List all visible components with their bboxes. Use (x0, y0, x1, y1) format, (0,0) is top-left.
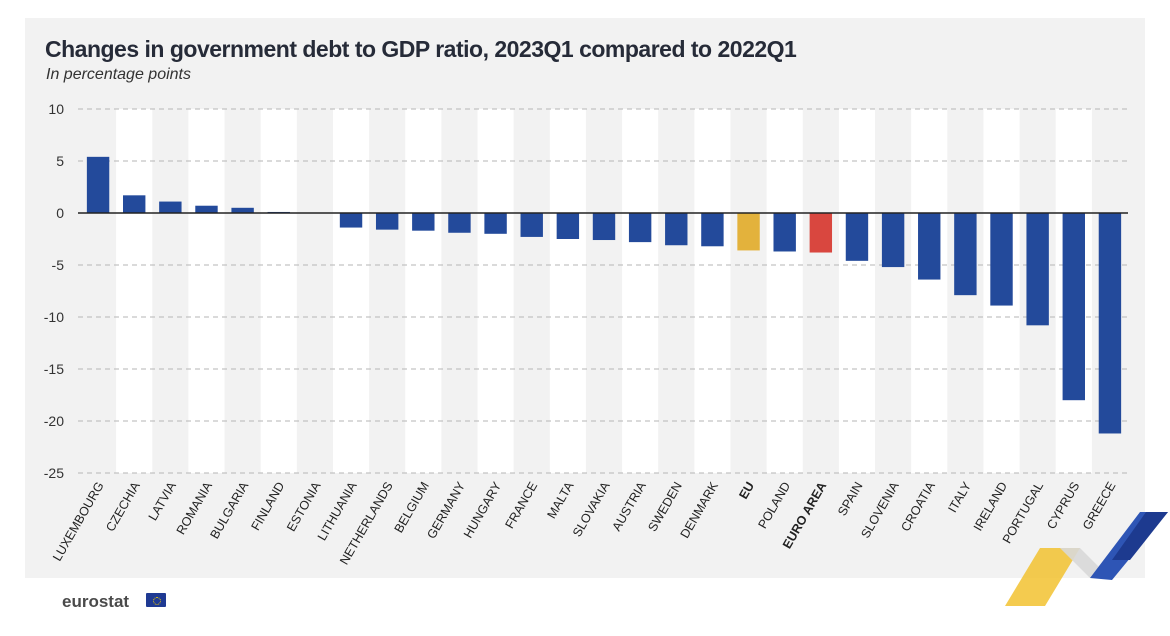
column-stripe (405, 109, 442, 473)
bar (556, 213, 580, 239)
column-stripe (694, 109, 731, 473)
bar (628, 213, 652, 243)
bar (990, 213, 1013, 306)
column-stripe (838, 109, 876, 473)
bar (448, 213, 471, 233)
bar (918, 213, 941, 280)
bar (881, 213, 905, 268)
bar (231, 207, 254, 213)
bar (339, 213, 363, 228)
y-axis-ticks: 10 5 0 -5 -10 -15 -20 -25 (44, 101, 64, 481)
bar (484, 213, 507, 234)
y-tick-label: 5 (56, 153, 64, 169)
column-stripe (549, 109, 586, 473)
bar (592, 213, 616, 241)
bar (665, 213, 688, 246)
y-tick-label: 0 (56, 205, 64, 221)
eu-flag-icon (146, 593, 166, 607)
column-stripe (116, 109, 153, 473)
column-stripe (911, 109, 948, 473)
column-stripe (622, 109, 659, 473)
bar (195, 205, 218, 213)
bar (1098, 213, 1122, 434)
bar (375, 213, 399, 230)
y-tick-label: -15 (44, 361, 64, 377)
footer (0, 578, 1170, 636)
bar (845, 213, 869, 261)
y-tick-label: -5 (52, 257, 65, 273)
bar (412, 213, 435, 231)
bar (520, 213, 543, 237)
column-stripes (116, 109, 1092, 473)
column-stripe (260, 109, 297, 473)
bar (1026, 213, 1049, 326)
bar (123, 195, 146, 213)
column-stripe (477, 109, 514, 473)
chart-subtitle: In percentage points (46, 66, 191, 83)
bar (809, 213, 833, 253)
bar (86, 156, 110, 213)
chart-title: Changes in government debt to GDP ratio,… (45, 36, 797, 62)
y-tick-label: -20 (44, 413, 64, 429)
column-stripe (766, 109, 803, 473)
bars (86, 156, 1122, 434)
y-tick-label: 10 (48, 101, 64, 117)
y-tick-label: -25 (44, 465, 64, 481)
bar (1062, 213, 1085, 401)
column-stripe (332, 109, 370, 473)
bar (954, 213, 977, 296)
y-tick-label: -10 (44, 309, 64, 325)
column-stripe (188, 109, 225, 473)
bar (737, 213, 760, 251)
gridlines (78, 108, 1128, 474)
bar (159, 201, 182, 213)
eurostat-logo: eurostat (62, 592, 130, 611)
bar (701, 213, 724, 247)
bar (773, 213, 796, 252)
